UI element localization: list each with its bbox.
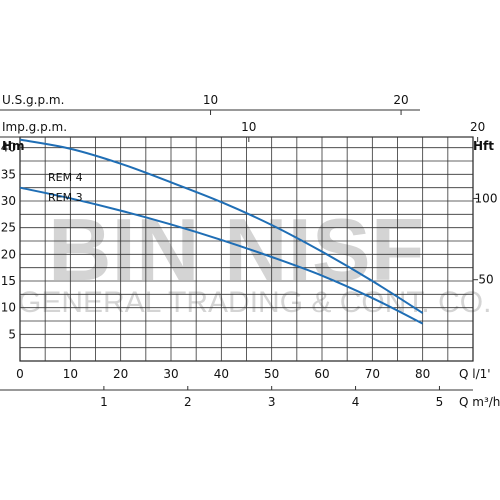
head-m-tick-label: 40 — [1, 141, 16, 155]
head-m-tick-label: 15 — [1, 274, 16, 288]
head-ft-tick-label: 50 — [478, 273, 493, 287]
watermark-line2: GENERAL TRADING & CONT. CO. — [18, 286, 491, 319]
us-gpm-unit-label: U.S.g.p.m. — [2, 93, 64, 107]
lpm-tick-label: 50 — [264, 367, 279, 381]
us-gpm-tick-label: 20 — [393, 93, 408, 107]
lpm-tick-label: 10 — [63, 367, 78, 381]
m3h-tick-label: 4 — [352, 395, 360, 409]
imp-gpm-tick-label: 20 — [470, 120, 485, 134]
series-line-rem-3 — [19, 186, 424, 325]
series-label-rem-3: REM 3 — [48, 191, 83, 204]
head-m-unit-label: Hm — [2, 139, 25, 153]
head-ft-tick-label: 100 — [475, 191, 498, 205]
lpm-tick-label: 0 — [16, 367, 24, 381]
head-m-tick-label: 20 — [1, 247, 16, 261]
head-m-tick-label: 5 — [8, 327, 16, 341]
imp-gpm-tick-label: 10 — [241, 120, 256, 134]
head-ft-unit-label: Hft — [473, 139, 494, 153]
lpm-tick-label: 60 — [314, 367, 329, 381]
lpm-tick-label: 40 — [214, 367, 229, 381]
head-m-tick-label: 30 — [1, 194, 16, 208]
lpm-tick-label: 80 — [415, 367, 430, 381]
m3h-tick-label: 5 — [436, 395, 444, 409]
flow-lpm-unit-label: Q l/1' — [459, 367, 491, 381]
head-m-tick-label: 25 — [1, 221, 16, 235]
watermark-line1: BIN NISF — [48, 200, 424, 299]
head-m-tick-label: 10 — [1, 301, 16, 315]
m3h-tick-label: 3 — [268, 395, 276, 409]
m3h-tick-label: 1 — [100, 395, 108, 409]
flow-m3h-unit-label: Q m³/h — [459, 395, 500, 409]
head-m-tick-label: 35 — [1, 167, 16, 181]
m3h-tick-label: 2 — [184, 395, 192, 409]
series-label-rem-4: REM 4 — [48, 171, 83, 184]
us-gpm-tick-label: 10 — [203, 93, 218, 107]
grid — [19, 136, 474, 362]
lpm-tick-label: 30 — [163, 367, 178, 381]
lpm-tick-label: 70 — [365, 367, 380, 381]
series-line-rem-4 — [19, 138, 424, 314]
axis-ticks: 10 20 10 20 0 10 20 30 40 50 60 70 80 1 2 3 4 5 5 10 15 20 25 3… — [0, 93, 497, 409]
imp-gpm-unit-label: Imp.g.p.m. — [2, 120, 67, 134]
series-layer: REM 4 REM 3 — [19, 138, 424, 325]
lpm-tick-label: 20 — [113, 367, 128, 381]
watermark: BIN NISF GENERAL TRADING & CONT. CO. — [18, 200, 491, 319]
